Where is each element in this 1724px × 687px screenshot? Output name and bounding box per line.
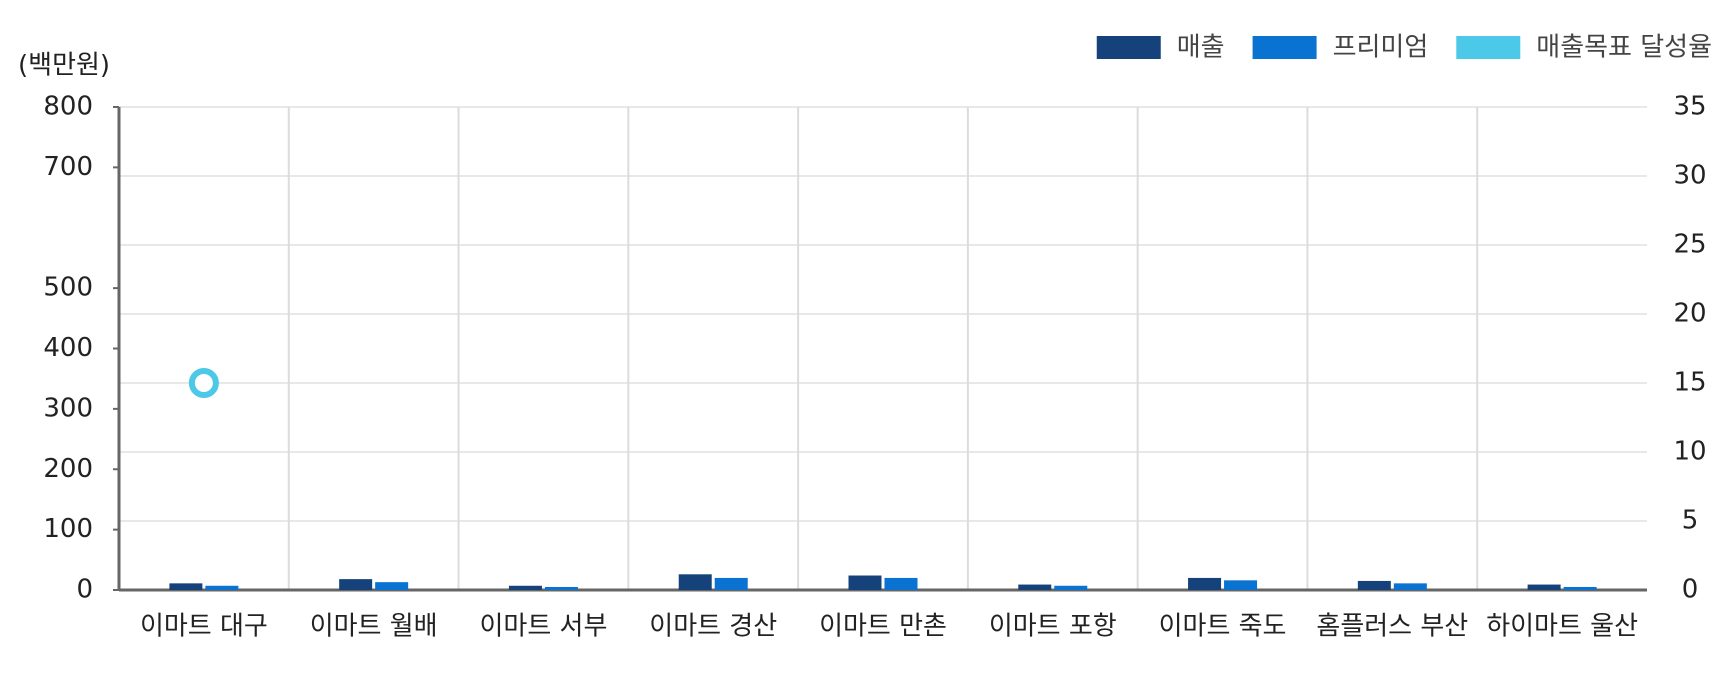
bar [169,583,203,590]
y-tick-label: 0 [76,575,93,605]
y2-tick-label: 30 [1673,161,1706,191]
rate-marker [188,368,219,398]
x-tick-label: 이마트 경산 [649,612,777,642]
y2-tick-label: 10 [1673,437,1706,467]
x-tick-label: 이마트 만촌 [819,612,947,642]
y-tick-label: 700 [43,152,93,182]
bar [339,579,373,590]
bar [1527,584,1561,590]
x-tick-label: 이마트 포항 [989,612,1117,642]
bar [714,577,748,590]
x-tick-label: 이마트 서부 [480,612,608,642]
y-tick-label: 400 [43,333,93,363]
y2-tick-label: 25 [1673,230,1706,260]
x-tick-label: 이마트 죽도 [1159,612,1287,642]
y-tick-label: 300 [43,393,93,423]
bar [1563,586,1597,590]
bar [1018,584,1052,590]
bar [508,585,542,590]
x-tick-label: 하이마트 울산 [1486,612,1638,642]
bar [544,586,578,590]
x-tick-label: 이마트 대구 [140,612,268,642]
bar [205,585,239,590]
legend-swatch [1252,36,1317,59]
x-tick-label: 이마트 월배 [310,612,438,642]
bar [884,577,918,590]
legend-swatch [1096,36,1161,59]
bar [1224,580,1258,590]
bar [1188,577,1222,590]
x-tick-label: 홈플러스 부산 [1316,612,1468,642]
bar [1054,585,1088,590]
y-tick-label: 200 [43,454,93,484]
y2-tick-label: 20 [1673,299,1706,329]
y-axis-unit: (백만원) [18,51,110,81]
y-tick-label: 100 [43,514,93,544]
legend-label: 매출 [1177,33,1225,63]
bar [375,582,409,590]
legend-label: 프리미엄 [1333,33,1429,63]
y-tick-label: 500 [43,273,93,303]
legend-swatch [1456,36,1521,59]
bar [1357,580,1391,590]
y2-tick-label: 35 [1673,92,1706,122]
bar [848,575,882,590]
legend-label: 매출목표 달성율 [1536,33,1712,63]
bar [1393,583,1427,590]
y-tick-label: 800 [43,92,93,122]
y2-tick-label: 0 [1682,575,1699,605]
bar [678,574,712,590]
y2-tick-label: 15 [1673,368,1706,398]
y2-tick-label: 5 [1682,506,1699,536]
